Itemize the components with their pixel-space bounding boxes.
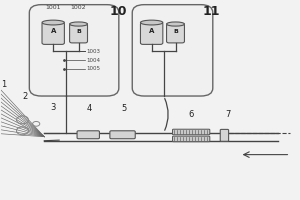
FancyBboxPatch shape xyxy=(77,131,99,139)
Text: B: B xyxy=(76,29,81,34)
Text: 5: 5 xyxy=(122,104,127,113)
Text: 1: 1 xyxy=(2,80,7,89)
FancyBboxPatch shape xyxy=(70,24,88,43)
FancyBboxPatch shape xyxy=(29,5,119,96)
Ellipse shape xyxy=(140,20,163,25)
Text: 6: 6 xyxy=(189,110,194,119)
FancyBboxPatch shape xyxy=(140,23,163,44)
Text: 2: 2 xyxy=(23,92,28,101)
FancyBboxPatch shape xyxy=(220,129,229,141)
Text: A: A xyxy=(149,28,154,34)
FancyBboxPatch shape xyxy=(42,23,64,44)
Ellipse shape xyxy=(167,22,184,26)
Text: 1001: 1001 xyxy=(45,5,61,10)
Ellipse shape xyxy=(42,20,64,25)
Text: 1005: 1005 xyxy=(86,66,100,71)
FancyBboxPatch shape xyxy=(167,24,184,43)
FancyBboxPatch shape xyxy=(172,136,210,142)
Text: 3: 3 xyxy=(50,103,56,112)
FancyBboxPatch shape xyxy=(172,129,210,135)
Text: 1004: 1004 xyxy=(86,58,100,63)
Text: A: A xyxy=(50,28,56,34)
Text: B: B xyxy=(173,29,178,34)
Text: 4: 4 xyxy=(86,104,92,113)
Text: 1003: 1003 xyxy=(86,49,100,54)
FancyBboxPatch shape xyxy=(110,131,135,139)
Text: 11: 11 xyxy=(202,5,220,18)
Text: 10: 10 xyxy=(110,5,128,18)
Text: 1002: 1002 xyxy=(71,5,86,10)
Ellipse shape xyxy=(70,22,88,26)
Text: 7: 7 xyxy=(226,110,231,119)
FancyBboxPatch shape xyxy=(132,5,213,96)
